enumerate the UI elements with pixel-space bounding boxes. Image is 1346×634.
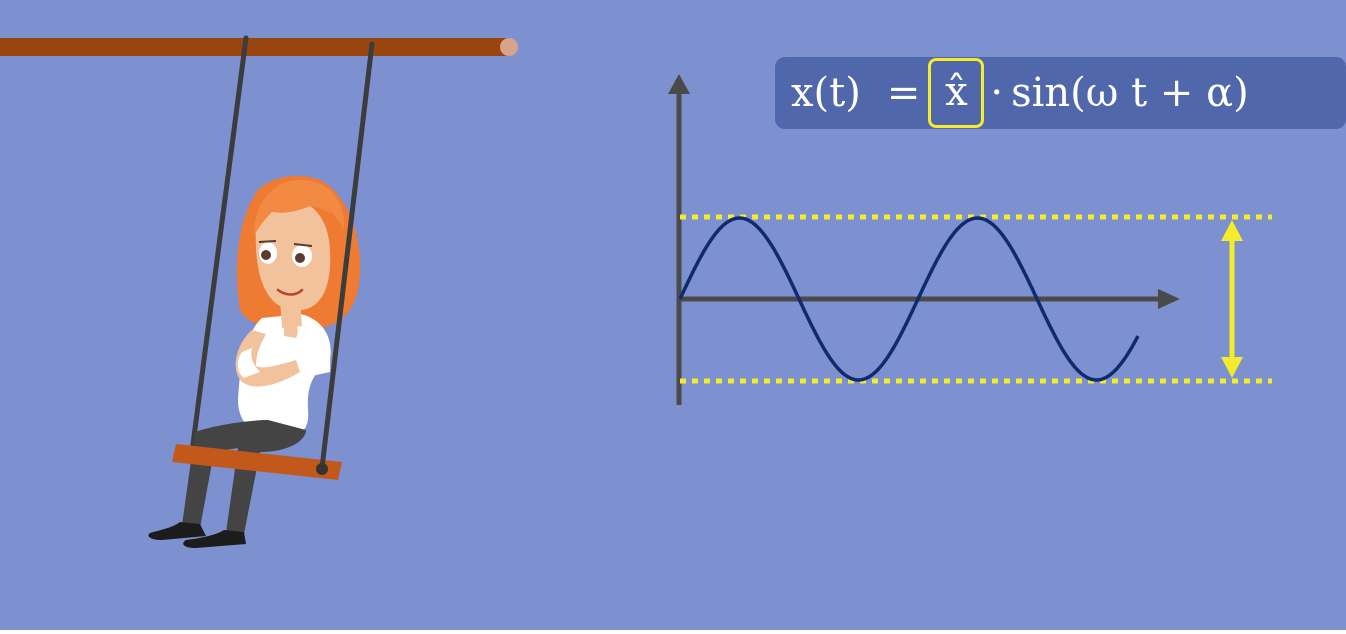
y-axis-arrowhead: [668, 74, 690, 94]
formula-sine-term: sin(ω t + α): [1011, 70, 1249, 116]
double-headed-arrow-icon: [1221, 220, 1243, 378]
rope-knot: [316, 463, 328, 475]
swing-seat: [172, 444, 342, 480]
formula-dot: ·: [990, 70, 1004, 116]
amplitude-symbol: x̂: [928, 58, 985, 128]
formula-background: [775, 57, 1346, 129]
formula-lhs: x(t): [791, 70, 861, 116]
swing-bar: [0, 38, 518, 56]
swing-rope-right: [319, 41, 375, 471]
formula-equals: =: [886, 70, 921, 116]
swing-rope-left: [189, 35, 249, 455]
formula: x(t) = x̂ · sin(ω t + α): [775, 57, 1346, 129]
sine-wave: [678, 216, 1140, 382]
x-axis-arrowhead: [1158, 289, 1180, 309]
